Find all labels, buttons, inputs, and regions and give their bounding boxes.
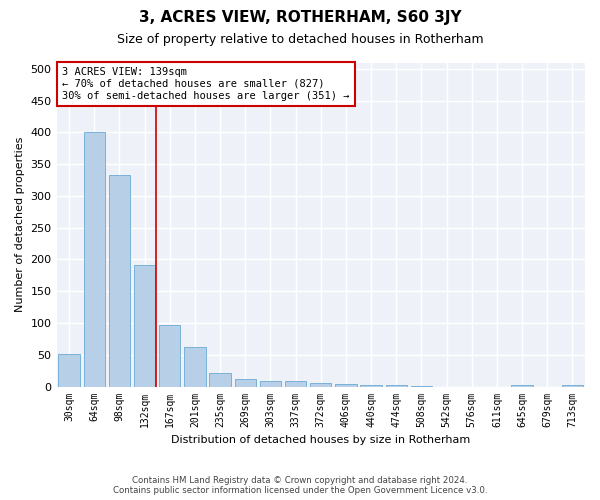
Bar [235, 379, 256, 386]
Y-axis label: Number of detached properties: Number of detached properties [15, 137, 25, 312]
Bar [159, 325, 181, 386]
Text: Size of property relative to detached houses in Rotherham: Size of property relative to detached ho… [116, 32, 484, 46]
Bar [260, 382, 281, 386]
Bar [335, 384, 356, 386]
Bar [58, 354, 80, 386]
Text: 3 ACRES VIEW: 139sqm
← 70% of detached houses are smaller (827)
30% of semi-deta: 3 ACRES VIEW: 139sqm ← 70% of detached h… [62, 68, 349, 100]
Bar [285, 382, 307, 386]
Text: Contains HM Land Registry data © Crown copyright and database right 2024.
Contai: Contains HM Land Registry data © Crown c… [113, 476, 487, 495]
Bar [134, 265, 155, 386]
Bar [209, 373, 231, 386]
Text: 3, ACRES VIEW, ROTHERHAM, S60 3JY: 3, ACRES VIEW, ROTHERHAM, S60 3JY [139, 10, 461, 25]
Bar [184, 346, 206, 387]
Bar [310, 384, 331, 386]
X-axis label: Distribution of detached houses by size in Rotherham: Distribution of detached houses by size … [171, 435, 470, 445]
Bar [109, 175, 130, 386]
Bar [83, 132, 105, 386]
